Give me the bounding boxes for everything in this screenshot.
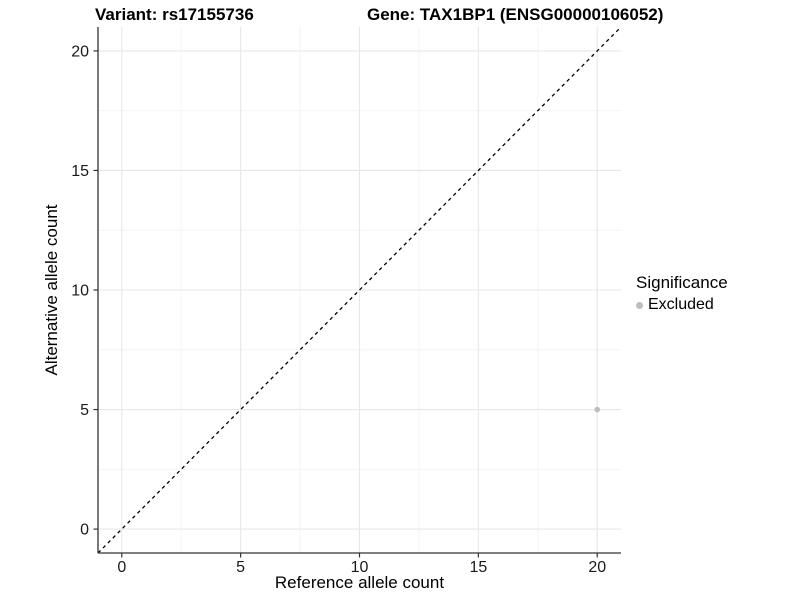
x-tick-label: 5 xyxy=(236,559,245,576)
y-tick-label: 0 xyxy=(80,522,89,539)
legend: Significance Excluded xyxy=(636,273,728,314)
legend-entry: Excluded xyxy=(636,296,728,314)
y-tick-label: 20 xyxy=(71,43,89,60)
y-tick-label: 10 xyxy=(71,283,89,300)
y-tick-label: 15 xyxy=(71,163,89,180)
identity-dashed-line xyxy=(97,26,622,554)
x-tick-label: 20 xyxy=(588,559,606,576)
x-tick-label: 10 xyxy=(351,559,369,576)
x-tick-label: 15 xyxy=(469,559,487,576)
legend-entry-label: Excluded xyxy=(648,296,714,313)
data-point xyxy=(594,406,601,413)
x-tick-label: 0 xyxy=(117,559,126,576)
legend-title: Significance xyxy=(636,273,728,292)
plot-title-gene: Gene: TAX1BP1 (ENSG00000106052) xyxy=(367,5,664,24)
x-axis-title: Reference allele count xyxy=(274,573,445,592)
legend-key-dot-icon xyxy=(636,301,643,309)
plot-title-variant: Variant: rs17155736 xyxy=(95,5,254,24)
y-axis-title: Alternative allele count xyxy=(42,204,61,376)
y-tick-label: 5 xyxy=(80,402,89,419)
